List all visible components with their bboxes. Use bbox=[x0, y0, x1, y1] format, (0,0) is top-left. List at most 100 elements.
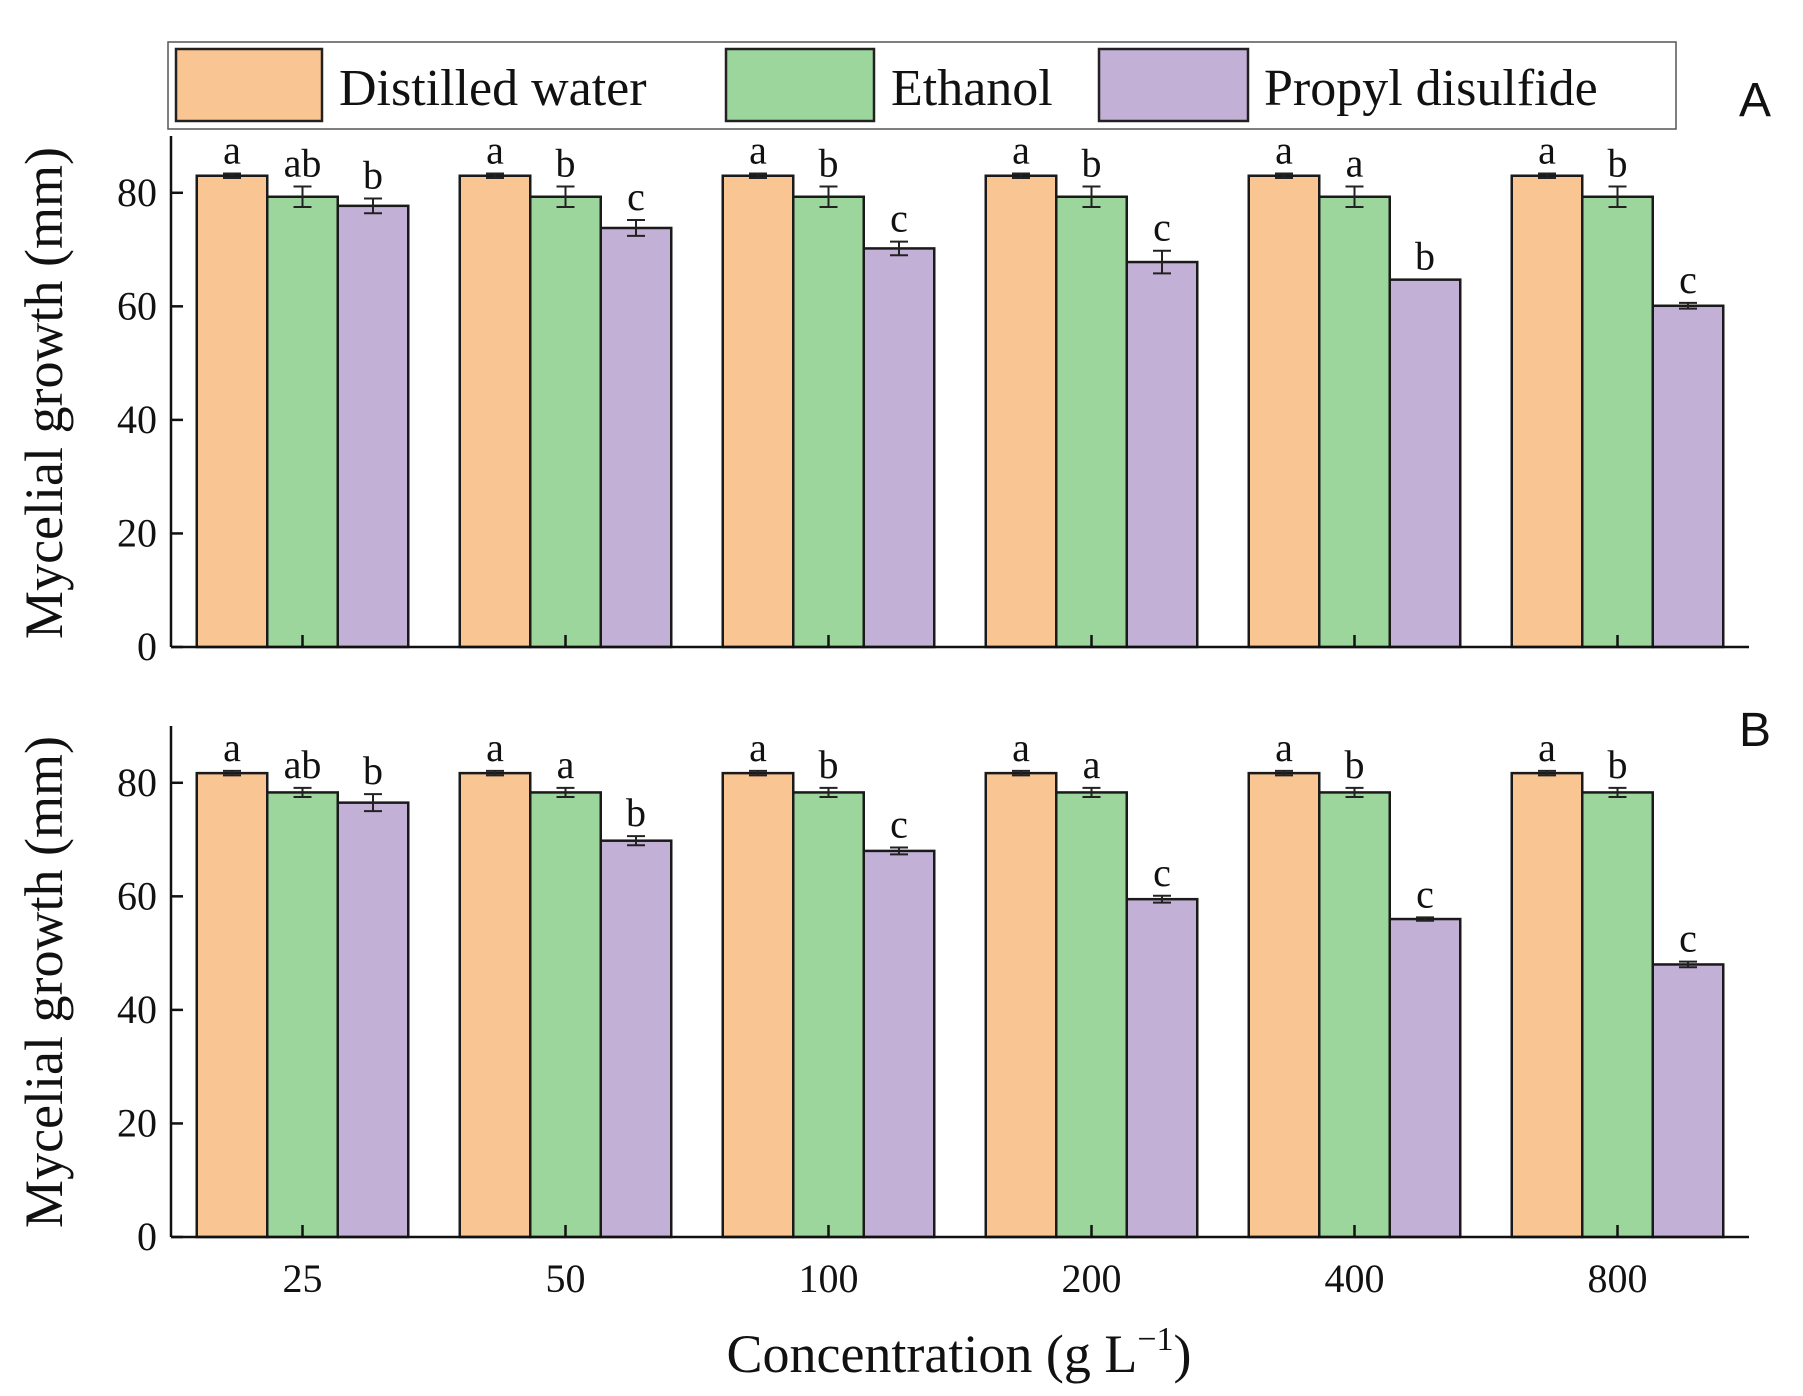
significance-letter: b bbox=[556, 141, 576, 186]
bar bbox=[1581, 195, 1654, 649]
significance-letter: c bbox=[1416, 871, 1434, 916]
bar bbox=[195, 174, 269, 649]
significance-letter: a bbox=[223, 127, 241, 172]
significance-letter: b bbox=[1608, 742, 1628, 787]
bar bbox=[1388, 917, 1462, 1239]
bar bbox=[458, 771, 532, 1239]
significance-letter: b bbox=[819, 141, 839, 186]
bar bbox=[984, 174, 1058, 649]
bar bbox=[1581, 791, 1654, 1239]
bar bbox=[792, 791, 865, 1239]
legend: Distilled water Ethanol Propyl disulfide bbox=[167, 41, 1677, 130]
significance-letter: a bbox=[486, 127, 504, 172]
significance-letter: b bbox=[363, 748, 383, 793]
x-tick-label: 400 bbox=[1325, 1256, 1385, 1301]
bar bbox=[721, 771, 795, 1239]
significance-letter: c bbox=[890, 802, 908, 847]
significance-letter: ab bbox=[284, 141, 322, 186]
x-tick-label: 200 bbox=[1062, 1256, 1122, 1301]
significance-letter: a bbox=[557, 742, 575, 787]
significance-letter: b bbox=[1608, 141, 1628, 186]
significance-letter: b bbox=[1345, 742, 1365, 787]
bar bbox=[792, 195, 865, 649]
significance-letter: a bbox=[749, 127, 767, 172]
bar bbox=[1388, 278, 1462, 649]
significance-letter: a bbox=[1538, 127, 1556, 172]
bar bbox=[1247, 771, 1321, 1239]
y-tick-label: 0 bbox=[137, 1214, 157, 1259]
y-tick-label: 40 bbox=[117, 987, 157, 1032]
x-tick-label: 25 bbox=[283, 1256, 323, 1301]
y-tick-label: 60 bbox=[117, 283, 157, 328]
significance-letter: a bbox=[1083, 742, 1101, 787]
y-tick-label: 0 bbox=[137, 624, 157, 669]
bar bbox=[336, 204, 410, 649]
significance-letter: b bbox=[1082, 141, 1102, 186]
legend-label-ethanol: Ethanol bbox=[891, 60, 1053, 117]
panel-label-b: B bbox=[1739, 704, 1771, 757]
bar bbox=[1055, 791, 1128, 1239]
bar bbox=[1510, 174, 1584, 649]
significance-letter: a bbox=[1538, 725, 1556, 770]
panel-label-a: A bbox=[1739, 74, 1771, 127]
x-tick-label: 100 bbox=[799, 1256, 859, 1301]
y-tick-label: 80 bbox=[117, 760, 157, 805]
legend-swatch-ethanol bbox=[724, 47, 876, 123]
y-tick-label: 40 bbox=[117, 397, 157, 442]
significance-letter: b bbox=[819, 742, 839, 787]
x-tick-label: 800 bbox=[1588, 1256, 1648, 1301]
significance-letter: a bbox=[223, 725, 241, 770]
significance-letter: a bbox=[1346, 141, 1364, 186]
bar bbox=[1651, 963, 1725, 1239]
y-tick-label: 80 bbox=[117, 170, 157, 215]
significance-letter: c bbox=[627, 174, 645, 219]
legend-swatch-distilled-water bbox=[174, 47, 324, 123]
x-axis-label: Concentration (g L−1) bbox=[726, 1321, 1191, 1384]
bar bbox=[529, 195, 602, 649]
significance-letter: c bbox=[1153, 205, 1171, 250]
bar bbox=[862, 849, 936, 1239]
significance-letter: c bbox=[1153, 850, 1171, 895]
bar bbox=[195, 771, 269, 1239]
bar bbox=[266, 195, 339, 649]
significance-letter: c bbox=[1679, 916, 1697, 961]
y-axis-label-b: Mycelial growth (mm) bbox=[14, 736, 74, 1228]
significance-letter: ab bbox=[284, 742, 322, 787]
bar bbox=[1125, 260, 1199, 649]
bar bbox=[1510, 771, 1584, 1239]
legend-label-propyl-disulfide: Propyl disulfide bbox=[1264, 60, 1598, 117]
x-axis-label-main: Concentration (g L bbox=[726, 1324, 1137, 1384]
y-axis-label-a: Mycelial growth (mm) bbox=[14, 147, 74, 639]
bar bbox=[529, 791, 602, 1239]
bar bbox=[336, 801, 410, 1239]
legend-swatch-propyl-disulfide bbox=[1097, 47, 1250, 123]
bar bbox=[1318, 791, 1391, 1239]
legend-box bbox=[167, 41, 1677, 130]
bar bbox=[721, 174, 795, 649]
bar bbox=[1651, 304, 1725, 649]
significance-letter: c bbox=[1679, 257, 1697, 302]
significance-letter: b bbox=[1415, 234, 1435, 279]
bar bbox=[862, 247, 936, 649]
x-axis-label-close: ) bbox=[1174, 1324, 1192, 1384]
y-tick-label: 60 bbox=[117, 873, 157, 918]
bar bbox=[1055, 195, 1128, 649]
bar bbox=[984, 771, 1058, 1239]
significance-letter: b bbox=[626, 790, 646, 835]
x-tick-label: 50 bbox=[546, 1256, 586, 1301]
bar bbox=[1247, 174, 1321, 649]
x-axis-label-superscript: −1 bbox=[1137, 1321, 1173, 1358]
bar bbox=[266, 791, 339, 1239]
y-tick-label: 20 bbox=[117, 510, 157, 555]
y-tick-label: 20 bbox=[117, 1100, 157, 1145]
bar bbox=[599, 226, 673, 649]
bar bbox=[1318, 195, 1391, 649]
bar bbox=[458, 174, 532, 649]
legend-label-distilled-water: Distilled water bbox=[339, 60, 647, 117]
bar bbox=[599, 839, 673, 1239]
significance-letter: b bbox=[363, 152, 383, 197]
significance-letter: a bbox=[1012, 127, 1030, 172]
